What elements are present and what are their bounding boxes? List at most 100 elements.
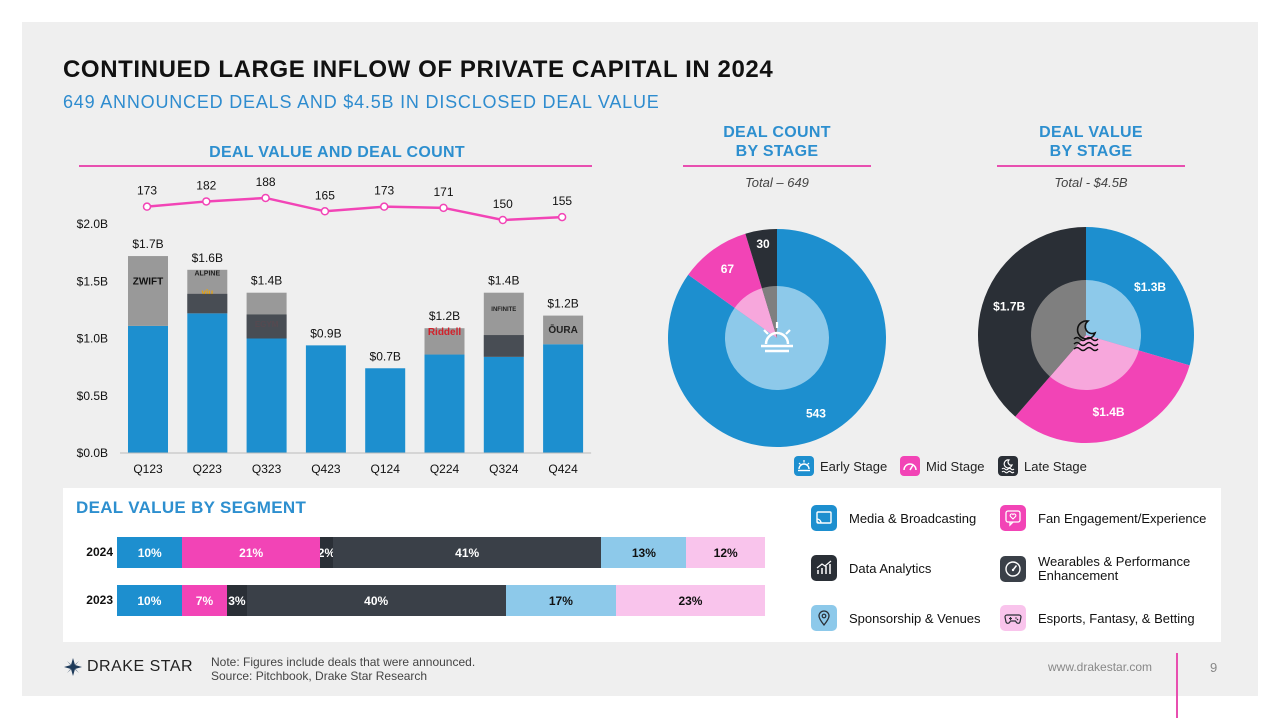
bar-notable-dark	[246, 314, 287, 339]
pie-inner-early	[1086, 280, 1141, 351]
deal-count-point	[202, 197, 211, 206]
deal-count-heading-line2: BY STAGE	[735, 143, 819, 160]
bar-notable-deals	[543, 315, 584, 345]
bar-disclosed	[305, 345, 346, 453]
legend-early-stage: Early Stage	[794, 456, 887, 476]
bar-total-label: $1.2B	[429, 309, 460, 323]
pie-inner-late	[1031, 280, 1086, 377]
deal-value-heading-line2: BY STAGE	[1049, 143, 1133, 160]
sunrise-icon	[761, 322, 793, 353]
segment-bar-sponsorship: 13%	[601, 537, 687, 568]
segment-title: DEAL VALUE BY SEGMENT	[76, 498, 307, 517]
segment-bar-data: 2%	[319, 537, 333, 568]
deal-count-point	[320, 207, 330, 216]
deal-count-heading: DEAL COUNT BY STAGE	[683, 123, 871, 161]
x-tick-label: Q323	[252, 462, 282, 476]
sun-arc	[764, 331, 790, 345]
x-tick-label: Q324	[489, 462, 519, 476]
segment-bar-2023: 10% 7% 3% 40% 17% 23%	[117, 585, 765, 616]
speedometer-icon	[1000, 556, 1026, 582]
brand-logo: ZWIFT	[133, 277, 164, 288]
bar-total-label: $1.2B	[547, 297, 578, 311]
segment-bar-fan: 21%	[182, 537, 320, 568]
bar-disclosed	[365, 368, 406, 453]
footer-accent-bar	[1176, 653, 1178, 718]
deal-value-pie: $1.3B $1.4B $1.7B	[978, 227, 1194, 443]
segment-legend-fan: Fan Engagement/Experience	[1000, 505, 1206, 531]
page-title: CONTINUED LARGE INFLOW OF PRIVATE CAPITA…	[63, 56, 774, 83]
year-label-2024: 2024	[86, 545, 113, 559]
deal-count-label: 173	[137, 184, 157, 198]
segment-bar-fan: 7%	[181, 585, 228, 616]
bar-disclosed	[543, 344, 584, 453]
cast-icon	[811, 505, 837, 531]
pie-inner-mid	[734, 288, 777, 338]
y-tick-label: $1.5B	[77, 274, 108, 288]
legend-label: Late Stage	[1024, 458, 1087, 474]
segment-bar-media: 10%	[117, 585, 182, 616]
bar-total-label: $0.7B	[370, 349, 401, 363]
x-tick-label: Q123	[133, 462, 163, 476]
bar-total-label: $1.6B	[192, 251, 223, 265]
segment-bar-esports: 23%	[615, 585, 765, 616]
bar-total-label: $1.4B	[488, 274, 519, 288]
segment-legend-label: Media & Broadcasting	[849, 510, 977, 526]
sunrise-icon	[794, 456, 814, 476]
footer-source: Source: Pitchbook, Drake Star Research	[211, 669, 428, 683]
pie-value-label: 543	[806, 407, 826, 421]
logo-text: DRAKE STAR	[87, 658, 194, 675]
pie-slice-late	[978, 227, 1086, 417]
pie-slice-mid	[1015, 335, 1190, 443]
brand-logo: viu	[202, 288, 214, 297]
deal-value-heading-line1: DEAL VALUE	[1039, 124, 1143, 141]
pie-value-label: $1.3B	[1134, 280, 1166, 294]
analytics-chart-icon	[811, 555, 837, 581]
x-tick-label: Q424	[548, 462, 578, 476]
segment-legend-sponsorship: Sponsorship & Venues	[811, 605, 981, 631]
pie-value-label: $1.4B	[1093, 405, 1125, 419]
pie-inner-late	[761, 286, 777, 338]
segment-legend-label: Wearables & Performance Enhancement	[1038, 554, 1191, 583]
segment-bar-sponsorship: 17%	[505, 585, 616, 616]
pie-value-label: 67	[721, 262, 735, 276]
bar-disclosed	[483, 356, 524, 453]
segment-bar-data: 3%	[227, 585, 247, 616]
bar-total-label: $0.9B	[310, 326, 341, 340]
deal-count-point	[557, 212, 567, 222]
page-number: 9	[1210, 660, 1218, 675]
drake-star-logo: DRAKE STAR	[63, 657, 193, 677]
legend-mid-stage: Mid Stage	[900, 456, 985, 476]
footer-notes: Note: Figures include deals that were an…	[211, 655, 475, 683]
legend-late-stage: Late Stage	[998, 456, 1087, 476]
footer-url[interactable]: www.drakestar.com	[1048, 660, 1153, 674]
deal-count-label: 155	[552, 194, 572, 208]
deal-count-point	[261, 193, 270, 203]
deal-count-point	[379, 202, 389, 211]
segment-bar-wearables: 41%	[332, 537, 602, 568]
deal-count-label: 188	[256, 175, 276, 189]
segment-legend-data: Data Analytics	[811, 555, 931, 581]
pie-inner-mid	[1049, 335, 1139, 390]
heading-underline	[683, 165, 871, 167]
map-pin-icon	[811, 605, 837, 631]
moon-waves-icon	[998, 456, 1018, 476]
bar-disclosed	[128, 325, 168, 453]
segment-bar-esports: 12%	[686, 537, 765, 568]
segment-panel: DEAL VALUE BY SEGMENT 2024 10%21%2%41%13…	[63, 488, 1221, 642]
legend-label: Mid Stage	[926, 458, 985, 474]
bar-disclosed	[187, 313, 228, 453]
x-tick-label: Q224	[430, 462, 460, 476]
deal-value-heading: DEAL VALUE BY STAGE	[997, 123, 1185, 161]
bar-total-label: $1.4B	[251, 274, 282, 288]
pie-value-label: $1.7B	[993, 299, 1025, 313]
segment-legend-media: Media & Broadcasting	[811, 505, 976, 531]
bar-notable-dark	[187, 293, 228, 314]
deal-count-label: 173	[374, 184, 394, 198]
segment-legend-label: Sponsorship & Venues	[849, 610, 981, 626]
star-icon	[64, 658, 82, 676]
footer-note: Note: Figures include deals that were an…	[211, 655, 476, 669]
bar-notable-deals	[424, 328, 465, 355]
segment-bar-media: 10%	[117, 537, 183, 568]
gauge-icon	[900, 456, 920, 476]
deal-count-label: 150	[493, 197, 513, 211]
